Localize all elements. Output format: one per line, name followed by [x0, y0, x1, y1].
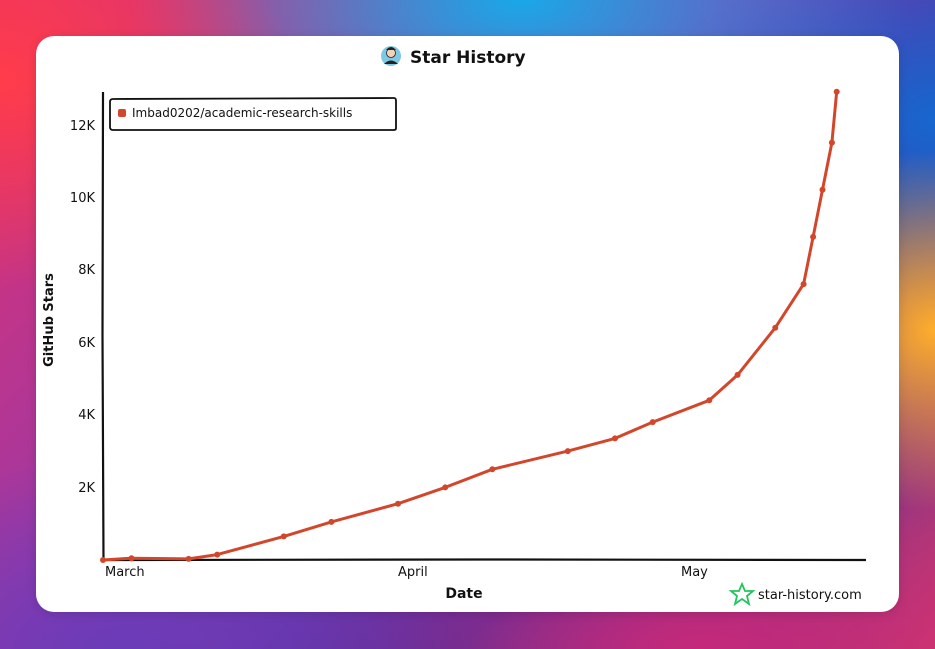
star-history-chart: Star History GitHub Stars Date 2K 4K 6K …: [42, 46, 867, 607]
series-point: [328, 518, 335, 525]
y-tick-label-6k: 6K: [78, 336, 95, 351]
series-point: [800, 281, 807, 288]
legend-label: Imbad0202/academic-research-skills: [132, 106, 352, 120]
series-point: [489, 466, 496, 473]
series-point: [772, 324, 779, 331]
series-point: [280, 533, 287, 540]
x-tick-label-april: April: [398, 565, 428, 580]
series-point: [833, 88, 840, 95]
y-tick-label-2k: 2K: [78, 481, 95, 496]
series-point: [819, 186, 826, 193]
series-point: [612, 435, 618, 442]
y-tick-label-4k: 4K: [78, 408, 95, 423]
legend-box: [109, 97, 397, 131]
x-tick-group: March April May: [105, 565, 708, 580]
series-point: [706, 397, 713, 404]
series-point: [100, 557, 106, 563]
x-axis-line: [101, 558, 867, 562]
series-point: [128, 555, 135, 562]
y-axis-label: GitHub Stars: [42, 273, 57, 367]
series-line-0: [101, 90, 839, 562]
y-tick-label-10k: 10K: [70, 191, 96, 206]
series-point: [564, 448, 571, 455]
series-point: [442, 484, 449, 491]
x-axis-label: Date: [445, 586, 482, 602]
series-point: [214, 551, 221, 558]
y-tick-label-8k: 8K: [78, 263, 95, 278]
chart-title: Star History: [410, 48, 526, 68]
y-tick-group: 2K 4K 6K 8K 10K 12K: [70, 119, 96, 496]
series-point: [810, 233, 817, 240]
x-tick-label-may: May: [681, 565, 708, 580]
series-point: [185, 555, 192, 562]
star-logo-icon: [728, 581, 756, 607]
title-group: Star History: [381, 46, 526, 68]
legend: Imbad0202/academic-research-skills: [109, 97, 397, 131]
x-tick-label-march: March: [105, 565, 145, 580]
series-point: [734, 371, 741, 378]
series-point: [395, 500, 401, 507]
avatar-icon: [381, 46, 401, 66]
y-axis-line: [101, 91, 105, 561]
series-point: [828, 139, 835, 146]
series-point: [649, 419, 656, 426]
y-tick-label-12k: 12K: [70, 119, 96, 134]
watermark-text: star-history.com: [758, 588, 862, 603]
chart-card: Star History GitHub Stars Date 2K 4K 6K …: [36, 36, 899, 612]
legend-swatch: [118, 109, 126, 117]
series-layer: [100, 88, 840, 563]
watermark: star-history.com: [728, 581, 862, 607]
